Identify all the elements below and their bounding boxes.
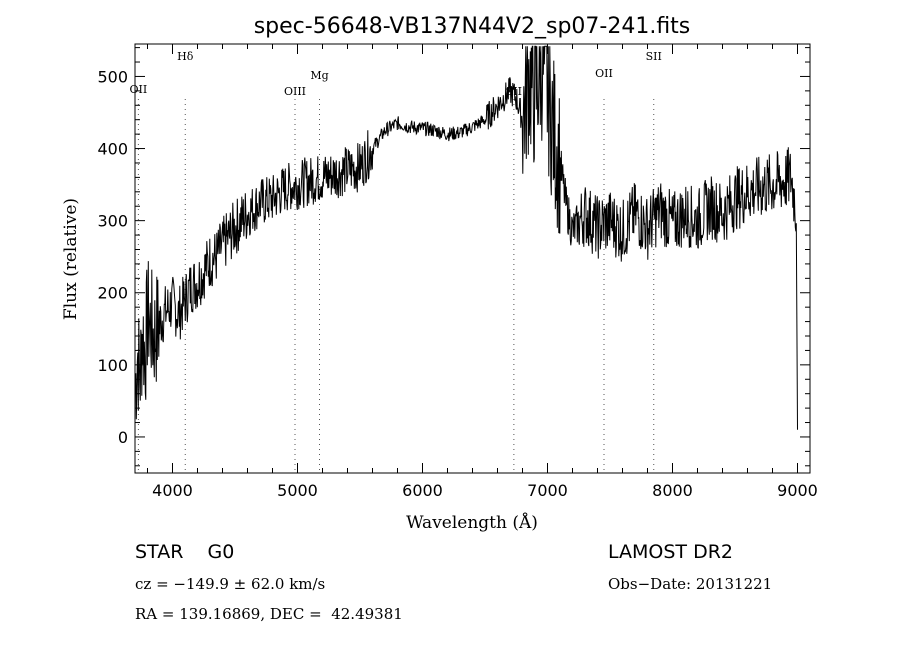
y-tick-label: 0 <box>118 428 128 447</box>
survey-name: LAMOST DR2 <box>608 541 733 563</box>
plot-frame <box>134 43 811 474</box>
obs-date-text: Obs−Date: 20131221 <box>608 575 773 593</box>
velocity-text: cz = −149.9 ± 62.0 km/s <box>135 575 326 593</box>
x-axis-label: Wavelength (Å) <box>406 512 538 533</box>
spectral-line-label: OIII <box>284 85 306 98</box>
y-tick-label: 300 <box>97 212 128 231</box>
x-tick-label: 8000 <box>652 481 693 500</box>
x-tick-label: 5000 <box>277 481 318 500</box>
object-class: STAR G0 <box>135 541 235 563</box>
x-tick-label: 9000 <box>777 481 818 500</box>
y-tick-label: 400 <box>97 140 128 159</box>
spectral-line-label: Hδ <box>177 50 194 63</box>
x-tick-label: 4000 <box>152 481 193 500</box>
y-tick-label: 200 <box>97 284 128 303</box>
coordinates-text: RA = 139.16869, DEC = 42.49381 <box>135 605 403 623</box>
x-tick-label: 6000 <box>402 481 443 500</box>
x-axis: 4000 5000 6000 7000 8000 9000 <box>152 44 818 500</box>
spectral-line-label: OII <box>130 83 148 96</box>
y-tick-label: 500 <box>97 67 128 86</box>
spectrum-series-line <box>134 45 798 430</box>
x-tick-label: 7000 <box>527 481 568 500</box>
chart-title: spec-56648-VB137N44V2_sp07-241.fits <box>254 14 691 39</box>
y-axis-label: Flux (relative) <box>61 198 81 320</box>
minor-ticks <box>135 44 810 473</box>
spectral-line-label: SII <box>646 50 662 63</box>
y-axis: 0 100 200 300 400 500 <box>97 67 810 447</box>
y-tick-label: 100 <box>97 356 128 375</box>
spectral-line-label: Mg <box>310 69 328 82</box>
spectral-line-label: OII <box>595 67 613 80</box>
